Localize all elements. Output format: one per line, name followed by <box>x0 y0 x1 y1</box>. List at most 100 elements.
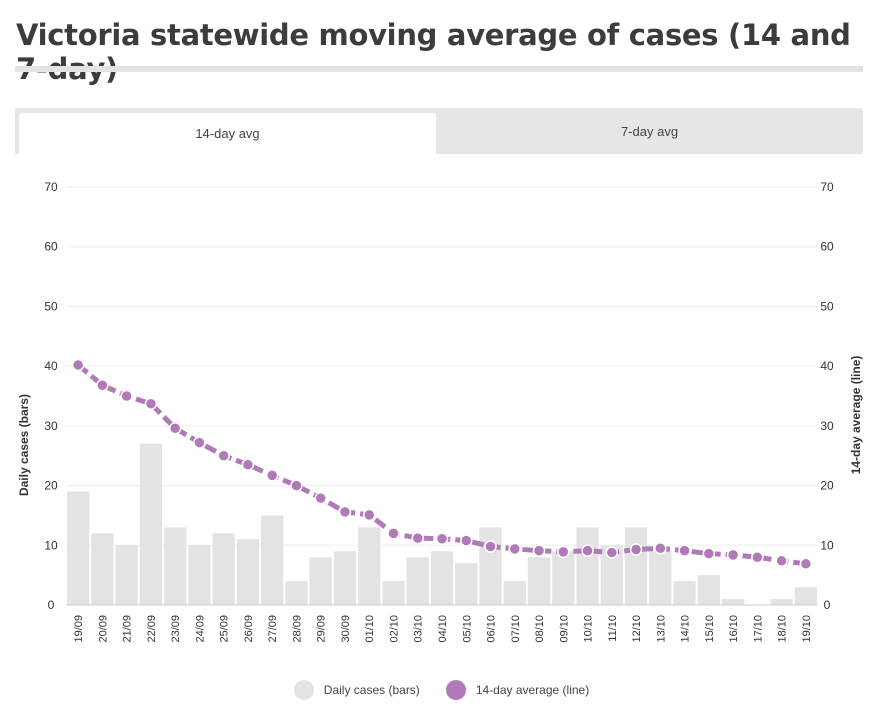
avg-point-15-10[interactable] <box>702 547 716 560</box>
bar-06-10[interactable] <box>479 527 502 605</box>
left-tick-label: 60 <box>44 240 58 254</box>
x-tick-label: 06/10 <box>486 615 498 643</box>
bar-03-10[interactable] <box>406 557 429 605</box>
grid-lines <box>66 186 818 546</box>
avg-point-16-10[interactable] <box>726 548 740 562</box>
bar-22-09[interactable] <box>139 443 163 605</box>
bar-25-09[interactable] <box>212 533 235 605</box>
avg-point-14-10[interactable] <box>678 544 691 557</box>
avg-point-03-10[interactable] <box>411 531 424 545</box>
left-axis-ticks: 0 10 20 30 40 50 60 70 <box>44 180 58 612</box>
bar-10-10[interactable] <box>576 527 599 605</box>
avg-point-12-10[interactable] <box>629 543 643 556</box>
right-tick-label: 30 <box>820 419 834 433</box>
bar-02-10[interactable] <box>382 581 405 605</box>
bar-09-10[interactable] <box>552 551 575 605</box>
avg-point-29-09[interactable] <box>314 491 327 505</box>
bar-28-09[interactable] <box>285 581 308 605</box>
bar-15-10[interactable] <box>697 575 720 605</box>
avg-point-07-10[interactable] <box>508 542 522 556</box>
avg-point-02-10[interactable] <box>387 527 400 540</box>
daily-cases-bars <box>66 443 818 606</box>
bar-14-10[interactable] <box>673 581 696 605</box>
avg-point-18-10[interactable] <box>775 554 788 568</box>
x-tick-label: 26/09 <box>243 615 255 643</box>
right-tick-label: 50 <box>820 299 834 313</box>
avg-point-26-09[interactable] <box>241 458 255 471</box>
x-tick-label: 11/10 <box>607 615 619 642</box>
tab-bar: 14-day avg 7-day avg <box>15 108 863 154</box>
left-tick-label: 30 <box>44 419 58 433</box>
avg-point-21-09[interactable] <box>120 389 133 403</box>
x-tick-label: 24/09 <box>194 615 206 643</box>
bar-04-10[interactable] <box>430 551 454 605</box>
left-tick-label: 70 <box>44 180 58 194</box>
avg-point-05-10[interactable] <box>460 534 473 547</box>
avg-point-25-09[interactable] <box>217 449 230 462</box>
legend-line[interactable]: 14-day average (line) <box>445 680 590 700</box>
avg-point-23-09[interactable] <box>168 421 182 435</box>
avg-point-10-10[interactable] <box>581 544 594 557</box>
left-tick-label: 50 <box>44 299 58 313</box>
x-tick-label: 05/10 <box>461 615 473 643</box>
bar-26-09[interactable] <box>236 539 260 605</box>
bar-27-09[interactable] <box>261 515 284 605</box>
avg-point-28-09[interactable] <box>290 479 303 492</box>
x-tick-label: 10/10 <box>583 615 595 643</box>
avg-point-08-10[interactable] <box>532 544 546 557</box>
tab-7-day-avg[interactable]: 7-day avg <box>620 123 679 139</box>
bar-11-10[interactable] <box>600 545 623 605</box>
x-tick-label: 20/09 <box>97 615 109 643</box>
legend-bars[interactable]: Daily cases (bars) <box>293 680 420 700</box>
x-tick-label: 19/10 <box>801 615 813 643</box>
bar-08-10[interactable] <box>527 557 551 605</box>
avg-point-01-10[interactable] <box>362 508 376 522</box>
bar-18-10[interactable] <box>770 599 793 605</box>
legend: Daily cases (bars) 14-day average (line) <box>0 680 883 700</box>
x-tick-label: 17/10 <box>752 615 764 643</box>
avg-point-11-10[interactable] <box>605 546 619 559</box>
bar-13-10[interactable] <box>649 551 672 605</box>
x-tick-label: 08/10 <box>534 615 546 643</box>
avg-point-22-09[interactable] <box>144 397 158 411</box>
avg-point-06-10[interactable] <box>484 540 497 553</box>
avg-point-20-09[interactable] <box>96 379 109 392</box>
bar-01-10[interactable] <box>358 527 381 605</box>
avg-point-24-09[interactable] <box>193 436 206 449</box>
x-tick-label: 09/10 <box>558 615 570 643</box>
x-tick-label: 23/09 <box>170 615 182 643</box>
avg-point-13-10[interactable] <box>654 542 667 555</box>
avg-point-04-10[interactable] <box>435 532 449 545</box>
bar-19-10[interactable] <box>794 587 817 605</box>
avg-point-30-09[interactable] <box>338 505 352 519</box>
x-tick-label: 27/09 <box>267 615 279 643</box>
bar-21-09[interactable] <box>115 545 138 605</box>
left-tick-label: 20 <box>44 479 58 493</box>
bar-05-10[interactable] <box>455 563 478 605</box>
bar-23-09[interactable] <box>164 527 187 605</box>
line-swatch-icon <box>445 680 466 700</box>
right-tick-label: 0 <box>824 598 831 612</box>
right-tick-label: 40 <box>820 359 834 373</box>
avg-point-09-10[interactable] <box>557 545 570 559</box>
bar-24-09[interactable] <box>188 545 211 605</box>
avg-point-19-09[interactable] <box>71 358 85 372</box>
legend-line-label: 14-day average (line) <box>475 683 590 697</box>
avg-point-17-10[interactable] <box>751 550 764 564</box>
tab-14-day-avg[interactable]: 14-day avg <box>19 113 436 154</box>
bar-29-09[interactable] <box>309 557 332 605</box>
bar-07-10[interactable] <box>503 581 526 605</box>
avg-point-19-10[interactable] <box>799 557 813 571</box>
x-tick-label: 07/10 <box>510 615 522 643</box>
bar-30-09[interactable] <box>333 551 357 605</box>
bar-16-10[interactable] <box>721 599 745 605</box>
right-tick-label: 10 <box>820 538 834 552</box>
avg-point-27-09[interactable] <box>265 469 279 482</box>
x-tick-label: 29/09 <box>316 615 328 643</box>
bar-20-09[interactable] <box>91 533 114 605</box>
bar-12-10[interactable] <box>624 527 648 605</box>
x-tick-label: 04/10 <box>437 615 449 643</box>
bar-19-09[interactable] <box>67 491 90 605</box>
x-tick-label: 15/10 <box>704 615 716 643</box>
x-tick-label: 13/10 <box>655 615 667 643</box>
